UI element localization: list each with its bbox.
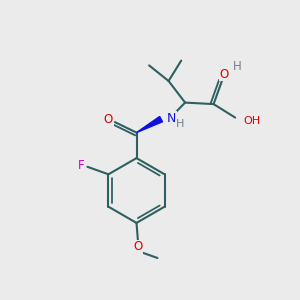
Text: O: O: [104, 112, 113, 126]
Text: O: O: [134, 240, 142, 254]
Text: O: O: [220, 68, 229, 81]
Text: N: N: [167, 112, 176, 125]
Text: F: F: [77, 159, 84, 172]
Polygon shape: [136, 116, 163, 133]
Text: H: H: [176, 119, 184, 130]
Text: OH: OH: [244, 116, 261, 126]
Text: H: H: [233, 60, 242, 73]
